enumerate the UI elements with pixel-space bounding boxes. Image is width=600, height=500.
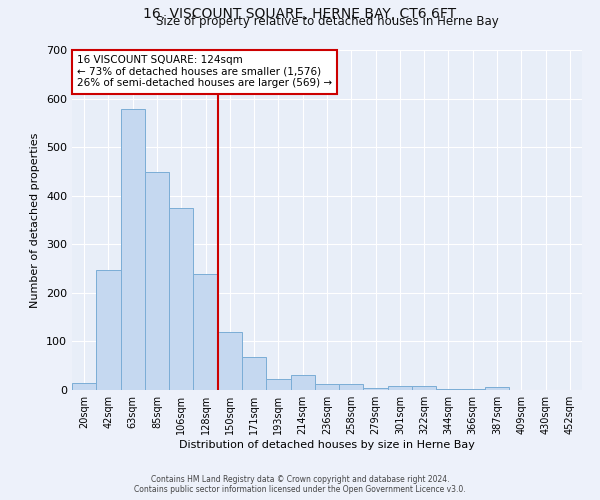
Bar — [72, 382, 96, 390]
Bar — [412, 386, 436, 390]
Bar — [266, 380, 290, 390]
Bar — [315, 384, 339, 390]
Y-axis label: Number of detached properties: Number of detached properties — [31, 132, 40, 308]
Title: Size of property relative to detached houses in Herne Bay: Size of property relative to detached ho… — [155, 15, 499, 28]
Bar — [339, 384, 364, 390]
Bar — [169, 208, 193, 390]
Bar — [193, 274, 218, 390]
Text: 16 VISCOUNT SQUARE: 124sqm
← 73% of detached houses are smaller (1,576)
26% of s: 16 VISCOUNT SQUARE: 124sqm ← 73% of deta… — [77, 55, 332, 88]
X-axis label: Distribution of detached houses by size in Herne Bay: Distribution of detached houses by size … — [179, 440, 475, 450]
Text: 16, VISCOUNT SQUARE, HERNE BAY, CT6 6FT: 16, VISCOUNT SQUARE, HERNE BAY, CT6 6FT — [143, 8, 457, 22]
Bar — [364, 388, 388, 390]
Bar — [436, 389, 461, 390]
Bar — [461, 389, 485, 390]
Bar — [242, 358, 266, 390]
Bar — [218, 332, 242, 390]
Bar — [96, 270, 121, 390]
Bar — [388, 386, 412, 390]
Bar — [485, 386, 509, 390]
Bar — [145, 172, 169, 390]
Bar — [290, 376, 315, 390]
Text: Contains HM Land Registry data © Crown copyright and database right 2024.
Contai: Contains HM Land Registry data © Crown c… — [134, 474, 466, 494]
Bar — [121, 110, 145, 390]
